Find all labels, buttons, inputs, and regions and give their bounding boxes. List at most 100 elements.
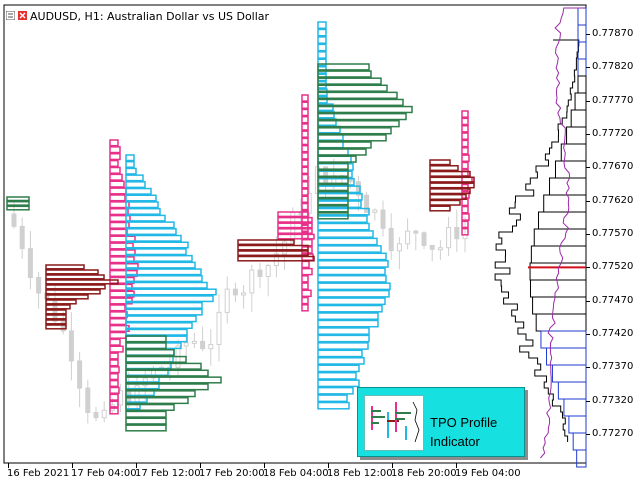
tpo-row-green-2 — [317, 119, 400, 128]
candle-body — [396, 243, 402, 252]
candle-body — [380, 209, 386, 229]
tpo-row-pink-2 — [301, 94, 309, 102]
tpo-row-pink-2 — [301, 144, 309, 153]
tpo-row-cyan-2 — [317, 274, 387, 283]
tpo-row-pink-1 — [109, 221, 130, 229]
tpo-row-pink-3 — [461, 154, 470, 163]
tpo-row-cyan-2 — [317, 36, 327, 44]
candle-body — [208, 343, 214, 350]
tpo-row-darkred-3 — [429, 199, 461, 206]
tpo-row-darkred-3 — [429, 193, 467, 200]
price-axis-tick — [586, 234, 590, 235]
tpo-row-green-2 — [317, 183, 349, 192]
tpo-row-green-2 — [317, 127, 392, 135]
price-axis-tick — [586, 400, 590, 402]
tpo-row-darkred-2 — [237, 250, 309, 257]
tpo-row-pink-2 — [301, 115, 309, 124]
tpo-row-pink-3 — [461, 139, 469, 148]
tpo-profile-promo-badge[interactable]: TPO Profile Indicator — [357, 387, 525, 457]
tpo-row-darkred-3 — [429, 176, 475, 183]
tpo-row-green-1 — [125, 383, 209, 391]
candle-body — [77, 360, 83, 389]
tpo-row-cyan-1 — [125, 241, 189, 249]
tpo-row-green-2 — [317, 77, 382, 85]
tpo-row-pink-3 — [461, 161, 469, 170]
promo-line-1: TPO Profile — [430, 415, 498, 430]
candle-body — [388, 227, 394, 252]
price-axis-tick — [586, 34, 590, 35]
tpo-row-pink-1 — [109, 166, 121, 174]
candle-body — [364, 194, 370, 213]
time-axis-label: 17 Feb 12:00 — [135, 468, 201, 479]
candle-body — [437, 247, 443, 251]
tpo-row-cyan-2 — [317, 342, 369, 350]
candle-body — [36, 276, 42, 294]
tpo-row-cyan-1 — [125, 288, 217, 296]
tpo-row-cyan-2 — [317, 364, 360, 373]
price-axis-tick — [586, 367, 590, 369]
tpo-row-darkred-2 — [237, 239, 295, 246]
price-axis-tick — [586, 67, 590, 69]
tpo-row-cyan-1 — [125, 275, 203, 283]
tpo-row-green-1 — [125, 410, 167, 418]
candle-body — [19, 225, 25, 250]
tpo-row-pink-2 — [301, 123, 309, 131]
tpo-row-cyan-1 — [125, 154, 135, 162]
tpo-row-green-2 — [317, 176, 349, 185]
price-axis-label: 0.77770 — [592, 94, 634, 106]
tpo-row-cyan-2 — [317, 58, 327, 67]
tpo-row-pink-2 — [301, 267, 313, 276]
tpo-row-cyan-2 — [317, 260, 389, 268]
candle-body — [191, 340, 197, 344]
tpo-row-darkred-3 — [429, 165, 459, 172]
tpo-row-green-2 — [317, 98, 404, 107]
tpo-row-cyan-2 — [317, 43, 327, 52]
tpo-row-cyan-1 — [125, 281, 208, 289]
tpo-row-cyan-2 — [317, 51, 327, 59]
tpo-row-pink-1 — [109, 214, 131, 223]
candle-body — [68, 330, 74, 362]
tpo-row-cyan-1 — [125, 295, 214, 303]
tpo-row-green-1 — [125, 335, 167, 343]
one-click-trading-icon[interactable] — [18, 11, 27, 20]
time-axis-tick — [264, 463, 265, 468]
tpo-row-pink-2b — [277, 233, 315, 240]
tpo-row-pink-3 — [461, 213, 470, 221]
tpo-row-pink-3 — [461, 132, 469, 140]
price-axis-label: 0.77870 — [592, 28, 634, 39]
tpo-row-pink-2 — [301, 108, 309, 117]
tpo-row-pink-1 — [109, 235, 136, 243]
candle-body — [224, 288, 230, 313]
tpo-row-darkred-1 — [45, 279, 119, 285]
tpo-row-green-edge — [6, 196, 30, 202]
tpo-row-pink-2 — [301, 195, 309, 204]
chart-menu-icon[interactable] — [6, 11, 15, 20]
tpo-row-cyan-2 — [317, 21, 327, 30]
time-axis-label: 17 Feb 04:00 — [71, 468, 137, 479]
tpo-row-darkred-1 — [45, 314, 67, 320]
tpo-row-cyan-1 — [125, 160, 135, 168]
tpo-row-cyan-1 — [125, 187, 152, 195]
tpo-row-green-2 — [317, 141, 372, 149]
tpo-row-pink-2 — [301, 282, 309, 290]
price-axis-label: 0.77320 — [592, 394, 634, 406]
tpo-row-darkred-1 — [45, 324, 67, 330]
tpo-row-pink-1 — [109, 379, 119, 388]
tpo-row-pink-1 — [109, 228, 128, 236]
candle-body — [421, 232, 427, 246]
candle-body — [183, 342, 189, 347]
tpo-row-pink-1 — [109, 146, 121, 154]
tpo-row-pink-1 — [109, 208, 129, 216]
time-axis-tick — [8, 463, 9, 468]
tpo-row-darkred-1 — [45, 274, 105, 280]
tpo-row-darkred-3 — [429, 182, 475, 189]
chart-title: AUDUSD, H1: Australian Dollar vs US Doll… — [30, 10, 270, 23]
tpo-row-green-1 — [125, 342, 167, 350]
tpo-row-darkred-1 — [45, 319, 67, 325]
candle-body — [429, 244, 435, 250]
tpo-row-green-2 — [317, 155, 357, 163]
tpo-row-pink-3 — [461, 227, 469, 236]
tpo-row-pink-1 — [109, 201, 130, 209]
